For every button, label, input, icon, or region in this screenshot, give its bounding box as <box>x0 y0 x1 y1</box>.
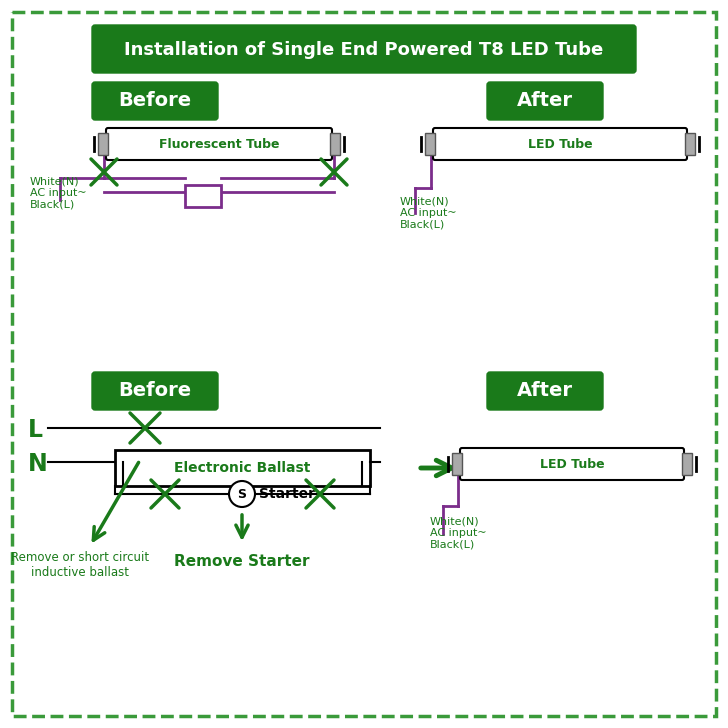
FancyBboxPatch shape <box>487 82 603 120</box>
Bar <box>115 450 370 486</box>
Text: Remove or short circuit
inductive ballast: Remove or short circuit inductive ballas… <box>11 551 149 579</box>
Text: Starter: Starter <box>259 487 315 501</box>
Text: Electronic Ballast: Electronic Ballast <box>174 461 311 475</box>
Text: White(N)
AC input~
Black(L): White(N) AC input~ Black(L) <box>430 516 486 549</box>
Text: LED Tube: LED Tube <box>528 138 593 151</box>
Text: After: After <box>517 92 573 111</box>
Text: Installation of Single End Powered T8 LED Tube: Installation of Single End Powered T8 LE… <box>124 41 604 59</box>
FancyBboxPatch shape <box>92 82 218 120</box>
Bar <box>425 133 435 155</box>
Text: LED Tube: LED Tube <box>539 457 604 470</box>
Bar <box>185 185 221 207</box>
Text: Remove Starter: Remove Starter <box>174 554 309 569</box>
Text: S: S <box>237 488 247 501</box>
FancyBboxPatch shape <box>433 128 687 160</box>
Text: After: After <box>517 381 573 400</box>
Text: N: N <box>28 452 48 476</box>
FancyBboxPatch shape <box>487 372 603 410</box>
Text: Before: Before <box>119 381 191 400</box>
Text: White(N)
AC input~
Black(L): White(N) AC input~ Black(L) <box>30 176 87 209</box>
Bar <box>452 453 462 475</box>
Bar <box>682 453 692 475</box>
Bar <box>330 133 340 155</box>
FancyBboxPatch shape <box>92 372 218 410</box>
FancyBboxPatch shape <box>106 128 332 160</box>
Text: Fluorescent Tube: Fluorescent Tube <box>159 138 280 151</box>
Circle shape <box>229 481 255 507</box>
Text: L: L <box>28 418 43 442</box>
Bar <box>98 133 108 155</box>
Bar <box>685 133 695 155</box>
FancyBboxPatch shape <box>460 448 684 480</box>
Text: Before: Before <box>119 92 191 111</box>
FancyBboxPatch shape <box>92 25 636 73</box>
Text: White(N)
AC input~
Black(L): White(N) AC input~ Black(L) <box>400 196 456 229</box>
